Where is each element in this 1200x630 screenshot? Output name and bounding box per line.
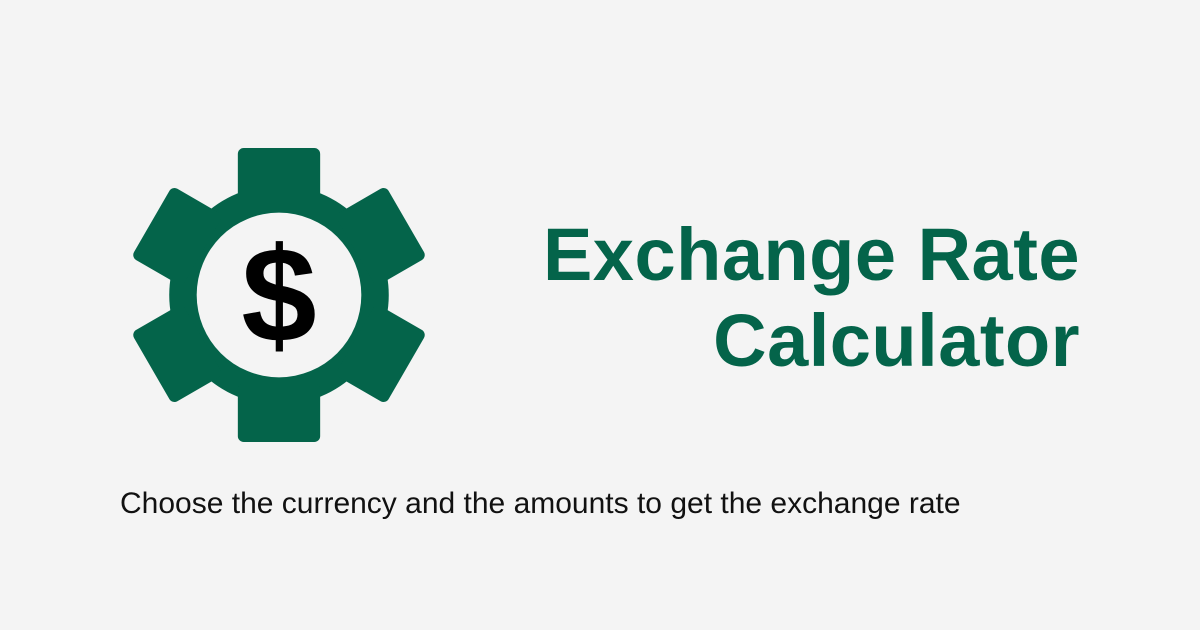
dollar-sign-icon: $	[241, 220, 316, 371]
title-line-1: Exchange Rate	[542, 213, 1080, 296]
gear-icon: $	[133, 148, 425, 442]
page-subtitle: Choose the currency and the amounts to g…	[120, 487, 961, 520]
page-title: Exchange Rate Calculator	[543, 212, 1080, 384]
gear-dollar-logo: $	[132, 148, 426, 442]
title-line-2: Calculator	[713, 299, 1080, 382]
